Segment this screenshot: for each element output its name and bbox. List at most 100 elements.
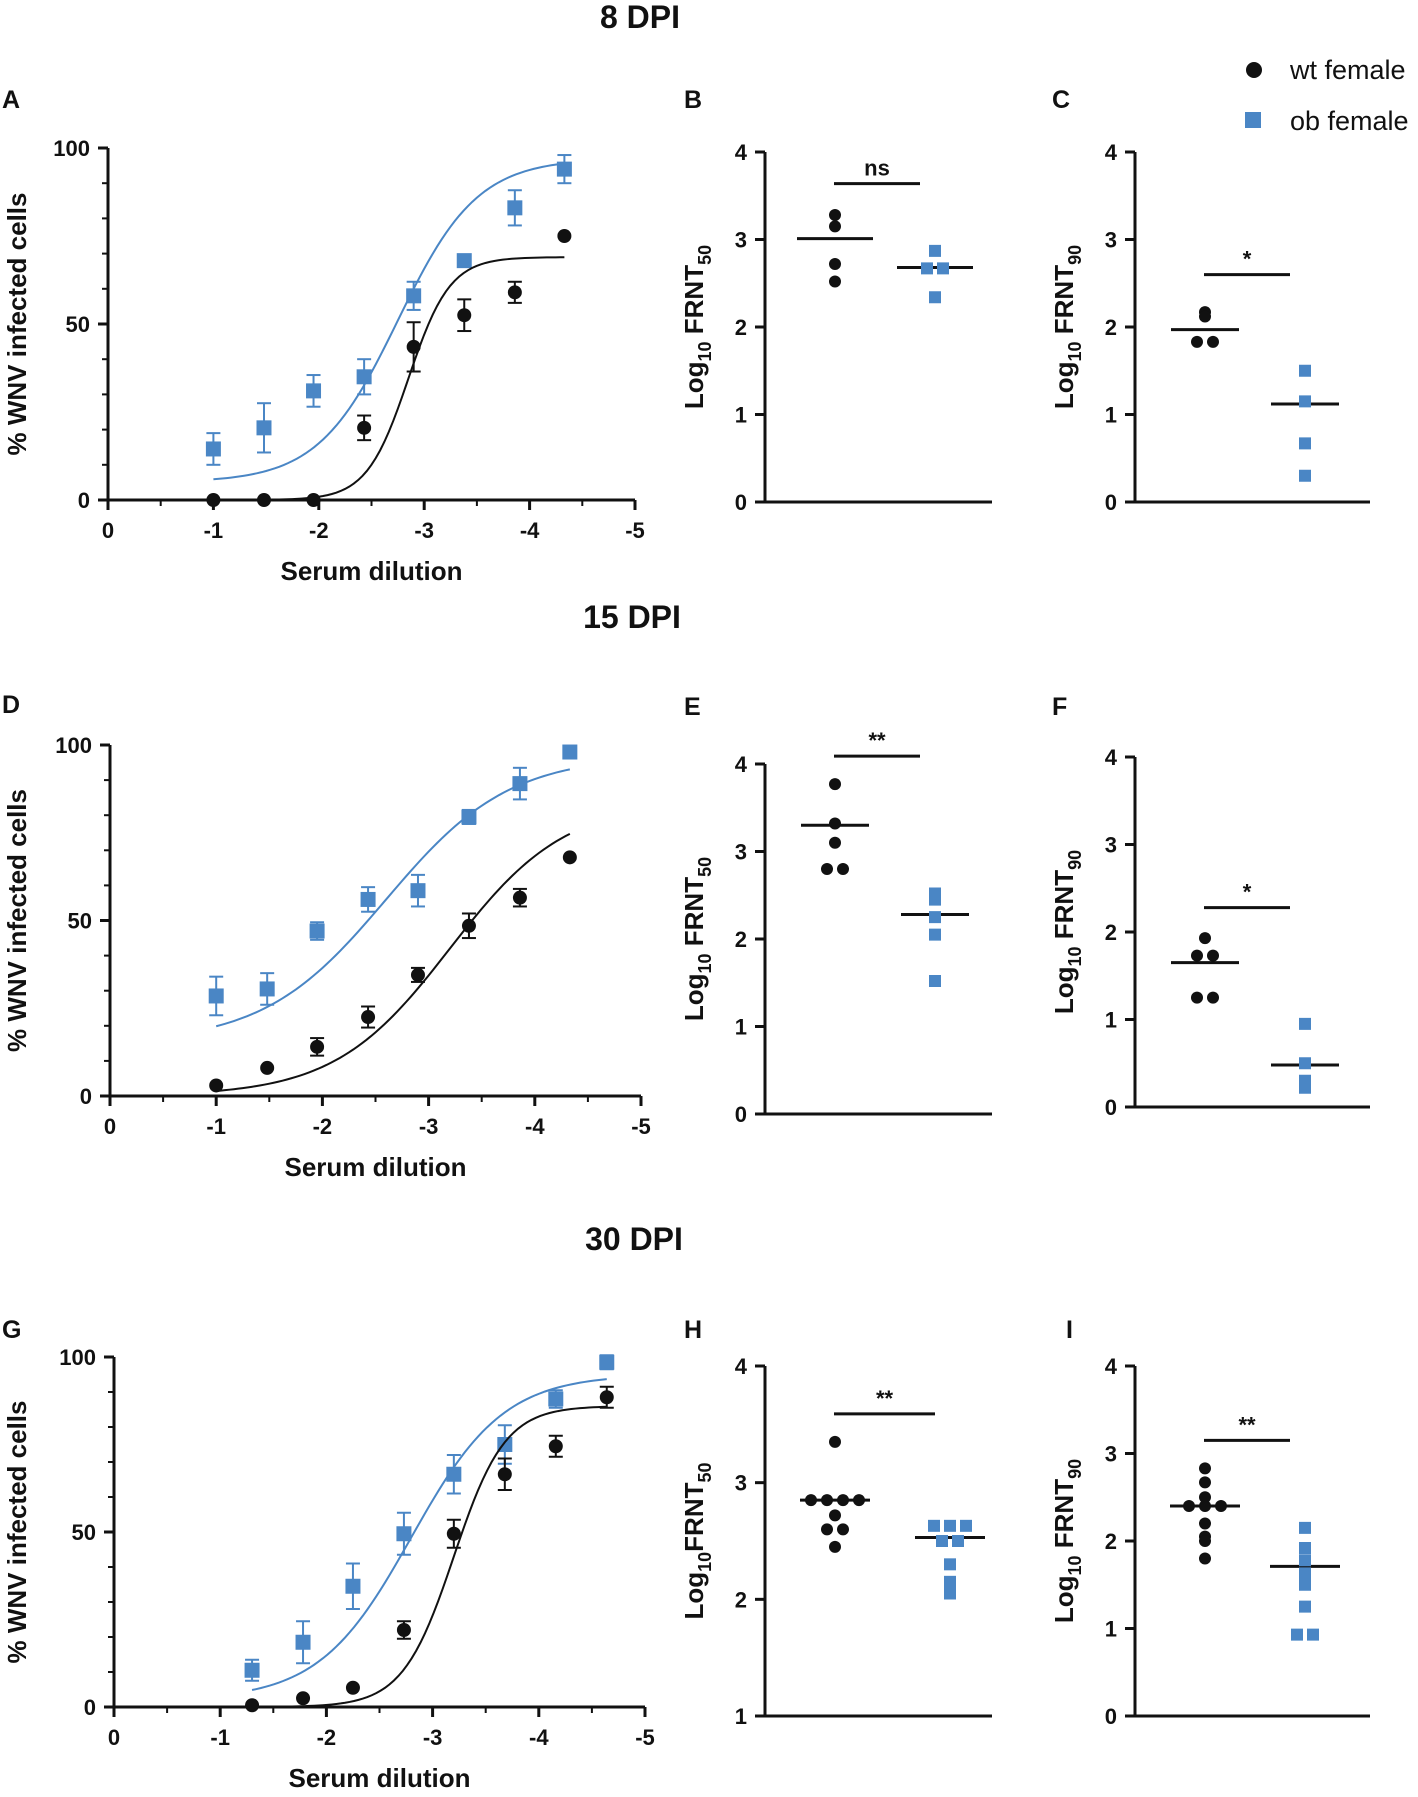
data-point-ob bbox=[456, 253, 472, 269]
fit-curve-ob bbox=[215, 768, 571, 1028]
data-point-wt bbox=[829, 836, 841, 849]
y-tick-label: 1 bbox=[735, 403, 747, 428]
data-point-ob bbox=[396, 1526, 412, 1542]
x-tick-label: -4 bbox=[529, 1725, 549, 1750]
panel-e: E 0 1 2 3 4 Log10 FRNT50 ** bbox=[679, 693, 992, 1127]
fit-curve-wt bbox=[213, 256, 565, 501]
data-point-ob bbox=[446, 1466, 462, 1482]
y-tick-label: 1 bbox=[735, 1015, 747, 1040]
y-tick-label: 3 bbox=[735, 228, 747, 253]
data-point-wt bbox=[829, 1435, 841, 1448]
legend: wt female ob female bbox=[1245, 55, 1409, 136]
x-tick-label: -5 bbox=[635, 1725, 655, 1750]
data-point-ob bbox=[944, 1558, 956, 1571]
y-axis-label-sub-base: 10 bbox=[1065, 946, 1085, 966]
y-tick-label: 4 bbox=[735, 140, 748, 165]
y-tick-label: 50 bbox=[68, 909, 92, 934]
y-axis-label-frnt: FRNT bbox=[679, 877, 709, 954]
data-point-wt bbox=[1199, 1517, 1211, 1530]
y-axis-label-sub-percent: 90 bbox=[1065, 1459, 1085, 1479]
y-tick-label: 0 bbox=[80, 1084, 92, 1109]
y-tick-label: 0 bbox=[735, 490, 747, 515]
data-point-ob bbox=[936, 1535, 948, 1547]
data-point-ob bbox=[1307, 1628, 1319, 1641]
legend-ob-marker bbox=[1245, 112, 1261, 128]
y-tick-label: 1 bbox=[1105, 1617, 1117, 1642]
y-tick-label: 0 bbox=[78, 488, 90, 513]
panel-i: I 0 1 2 3 4 Log10 FRNT90 ** bbox=[1049, 1316, 1370, 1729]
y-tick-label: 3 bbox=[1105, 228, 1117, 253]
data-point-ob bbox=[1291, 1628, 1303, 1641]
data-point-ob bbox=[356, 369, 372, 385]
y-tick-label: 3 bbox=[1105, 1442, 1117, 1467]
data-point-wt bbox=[357, 420, 372, 435]
y-axis-label-sub-base: 10 bbox=[695, 953, 715, 973]
y-axis-label-sub-percent: 90 bbox=[1065, 850, 1085, 870]
data-point-ob bbox=[244, 1662, 260, 1678]
data-point-wt bbox=[1199, 1491, 1211, 1504]
data-point-ob bbox=[1299, 1017, 1311, 1030]
data-point-ob bbox=[929, 975, 941, 987]
data-point-ob bbox=[1299, 1578, 1311, 1591]
data-point-wt bbox=[821, 863, 833, 875]
data-point-wt bbox=[562, 850, 577, 865]
panel-g: G 0 -1 -2 -3 -4 -5 0 50 100 Serum dilution % WNV in… bbox=[2, 1316, 655, 1793]
data-point-wt bbox=[310, 1039, 325, 1054]
y-axis-label-sub-base: 10 bbox=[1065, 1555, 1085, 1575]
data-point-wt bbox=[829, 778, 841, 791]
data-point-wt bbox=[1207, 949, 1219, 962]
y-axis-label-frnt: FRNT bbox=[1049, 1479, 1079, 1556]
data-point-wt bbox=[829, 1509, 841, 1522]
x-tick-label: -4 bbox=[520, 518, 540, 543]
data-point-ob bbox=[556, 161, 572, 177]
data-point-wt bbox=[306, 493, 321, 507]
y-axis-label-log: Log bbox=[1049, 361, 1079, 409]
y-axis-label-sub-percent: 50 bbox=[695, 245, 715, 265]
y-tick-label: 0 bbox=[1105, 1095, 1117, 1120]
y-axis-label: % WNV infected cells bbox=[2, 193, 32, 456]
data-point-wt bbox=[209, 1078, 224, 1093]
data-point-wt bbox=[821, 1494, 833, 1507]
data-point-ob bbox=[562, 744, 578, 760]
panel-h: H 1 2 3 4 Log10FRNT50 ** bbox=[679, 1316, 992, 1729]
data-point-wt bbox=[1199, 1462, 1211, 1475]
y-tick-label: 1 bbox=[1105, 403, 1117, 428]
data-point-ob bbox=[929, 244, 941, 257]
data-point-ob bbox=[1299, 437, 1311, 450]
panel-f: F 0 1 2 3 4 Log10 FRNT90 * bbox=[1049, 693, 1370, 1120]
row-title-8dpi: 8 DPI bbox=[600, 0, 680, 35]
data-point-wt bbox=[256, 493, 271, 507]
data-point-wt bbox=[1199, 1500, 1211, 1512]
y-tick-label: 50 bbox=[72, 1520, 96, 1545]
y-axis-label-log: Log bbox=[679, 973, 709, 1021]
x-tick-label: -3 bbox=[423, 1725, 443, 1750]
data-point-ob bbox=[960, 1519, 972, 1532]
data-point-ob bbox=[937, 262, 949, 275]
y-axis-label-log: Log bbox=[1049, 966, 1079, 1014]
data-point-ob bbox=[548, 1391, 564, 1407]
y-tick-label: 2 bbox=[735, 927, 747, 952]
data-point-wt bbox=[461, 918, 476, 933]
data-point-ob bbox=[205, 441, 221, 457]
x-tick-label: -3 bbox=[419, 1114, 439, 1139]
significance-label: * bbox=[1243, 880, 1252, 905]
fit-curve-wt bbox=[252, 1405, 607, 1708]
data-point-ob bbox=[1299, 1554, 1311, 1567]
x-tick-label: 0 bbox=[104, 1114, 116, 1139]
x-tick-label: -2 bbox=[317, 1725, 337, 1750]
y-axis-label: % WNV infected cells bbox=[2, 789, 32, 1052]
y-tick-label: 0 bbox=[1105, 490, 1117, 515]
data-point-wt bbox=[1207, 335, 1219, 348]
data-point-wt bbox=[296, 1691, 311, 1706]
data-point-wt bbox=[1199, 310, 1211, 323]
data-point-ob bbox=[1299, 469, 1311, 482]
data-point-ob bbox=[295, 1634, 311, 1650]
data-point-wt bbox=[507, 285, 522, 300]
data-point-ob bbox=[259, 981, 275, 997]
data-point-wt bbox=[837, 1523, 849, 1536]
x-axis-label: Serum dilution bbox=[285, 1152, 467, 1182]
data-point-wt bbox=[837, 1494, 849, 1507]
x-tick-label: -1 bbox=[210, 1725, 230, 1750]
data-point-wt bbox=[1191, 991, 1203, 1004]
panel-label: D bbox=[2, 691, 20, 719]
